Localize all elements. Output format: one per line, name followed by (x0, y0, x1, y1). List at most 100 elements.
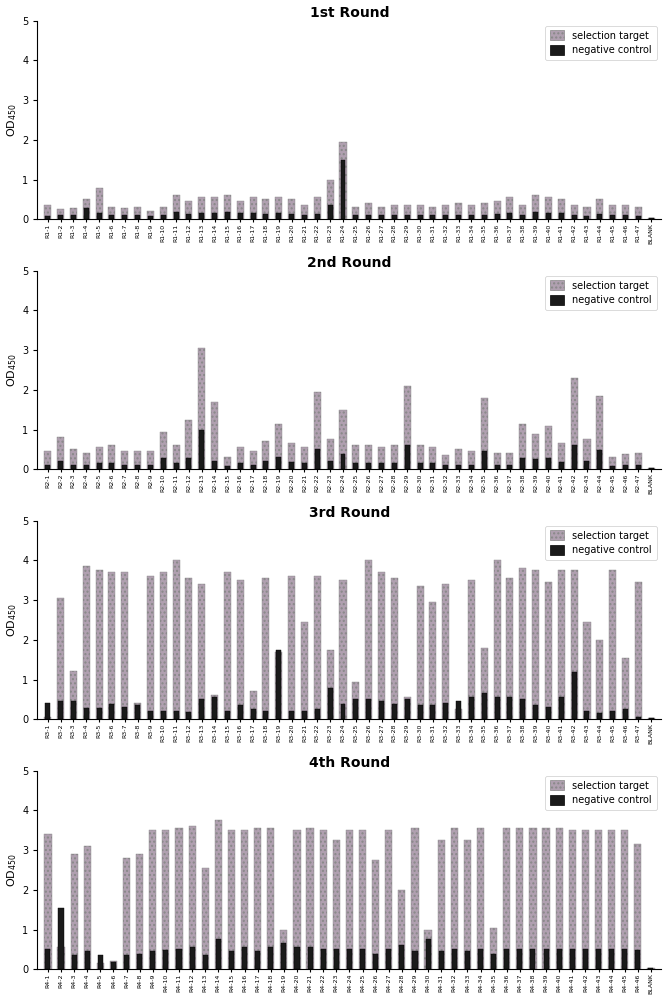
Bar (609, 949, 614, 969)
Bar (313, 576, 321, 719)
Bar (545, 197, 552, 219)
Bar (418, 215, 422, 219)
Bar (520, 699, 525, 719)
Bar (622, 454, 629, 469)
Bar (224, 195, 231, 219)
Bar (225, 711, 230, 719)
Bar (327, 180, 334, 219)
Bar (340, 410, 347, 469)
Bar (504, 949, 510, 969)
Bar (610, 711, 615, 719)
Bar (84, 208, 89, 219)
Bar (481, 398, 488, 469)
Bar (108, 445, 115, 469)
Bar (572, 215, 576, 219)
Bar (71, 465, 76, 469)
Bar (148, 216, 153, 219)
Bar (267, 828, 274, 969)
Bar (237, 447, 244, 469)
Bar (321, 949, 325, 969)
Bar (161, 458, 165, 469)
Bar (302, 711, 307, 719)
Bar (198, 197, 205, 219)
Bar (187, 712, 191, 719)
Bar (416, 586, 424, 719)
Bar (385, 830, 392, 969)
Bar (391, 578, 398, 719)
Bar (83, 199, 90, 219)
Bar (58, 461, 63, 469)
Bar (391, 445, 398, 469)
Bar (378, 572, 385, 719)
Bar (262, 199, 269, 219)
Bar (570, 378, 578, 469)
Bar (482, 451, 487, 469)
Title: 1st Round: 1st Round (309, 6, 389, 20)
Bar (635, 207, 642, 219)
Bar (622, 658, 629, 719)
Bar (212, 697, 217, 719)
Bar (121, 208, 128, 219)
Bar (442, 205, 450, 219)
Bar (530, 828, 536, 969)
Bar (621, 830, 628, 969)
Bar (262, 441, 269, 469)
Bar (636, 950, 640, 969)
Bar (354, 463, 358, 469)
Bar (412, 951, 418, 969)
Bar (44, 205, 51, 219)
Bar (301, 205, 308, 219)
Bar (456, 465, 461, 469)
Bar (584, 207, 590, 219)
Bar (97, 963, 104, 969)
Bar (340, 580, 347, 719)
Bar (84, 465, 89, 469)
Bar (147, 576, 154, 719)
Bar (163, 950, 168, 969)
Bar (288, 576, 295, 719)
Bar (465, 951, 470, 969)
Bar (609, 205, 616, 219)
Bar (636, 465, 641, 469)
Bar (456, 701, 461, 719)
Bar (365, 445, 372, 469)
Bar (263, 214, 268, 219)
Bar (83, 453, 90, 469)
Bar (558, 443, 565, 469)
Bar (623, 709, 628, 719)
Bar (532, 570, 539, 719)
Bar (276, 213, 281, 219)
Bar (289, 462, 294, 469)
Bar (544, 949, 548, 969)
Title: 2nd Round: 2nd Round (307, 256, 392, 270)
Bar (635, 582, 642, 719)
Bar (71, 215, 76, 219)
Bar (518, 949, 522, 969)
Bar (301, 447, 308, 469)
Bar (481, 648, 488, 719)
Bar (45, 465, 50, 469)
Bar (147, 451, 154, 469)
Bar (224, 572, 231, 719)
Bar (122, 215, 127, 219)
Bar (495, 214, 500, 219)
Bar (455, 709, 462, 719)
Bar (347, 949, 352, 969)
Bar (44, 834, 51, 969)
Bar (405, 445, 410, 469)
Bar (58, 701, 63, 719)
Bar (203, 955, 207, 969)
Bar (313, 392, 321, 469)
Bar (215, 820, 222, 969)
Bar (161, 711, 165, 719)
Bar (121, 572, 128, 719)
Bar (545, 582, 552, 719)
Bar (137, 954, 142, 969)
Bar (609, 570, 616, 719)
Bar (57, 209, 64, 219)
Bar (365, 203, 372, 219)
Bar (519, 424, 526, 469)
Bar (468, 205, 475, 219)
Bar (159, 572, 167, 719)
Bar (559, 462, 564, 469)
